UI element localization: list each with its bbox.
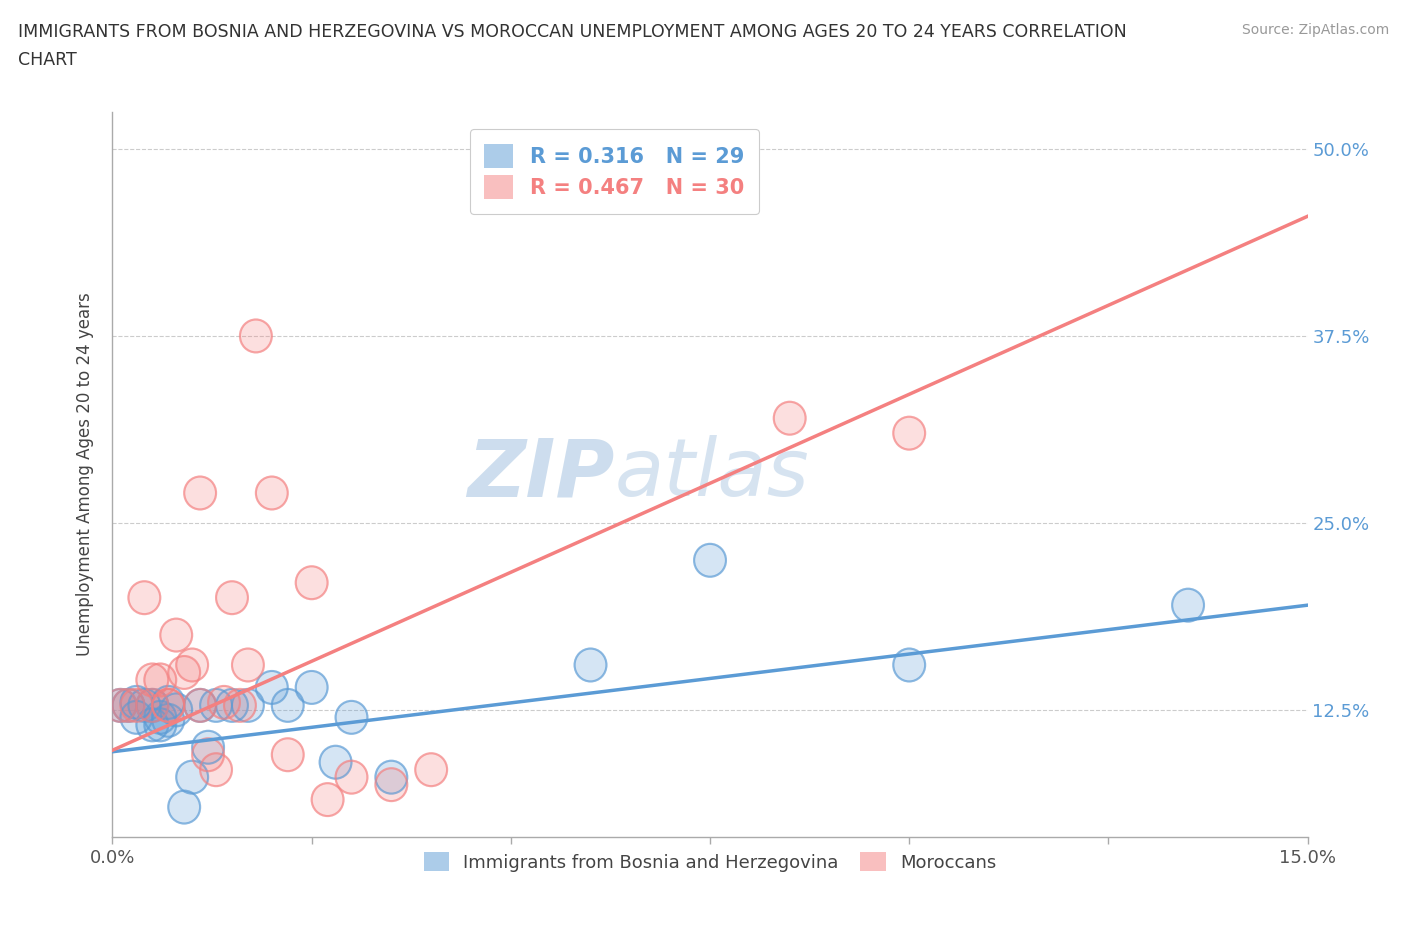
Ellipse shape <box>104 689 136 722</box>
Ellipse shape <box>232 648 264 682</box>
Ellipse shape <box>200 753 232 786</box>
Ellipse shape <box>176 648 208 682</box>
Ellipse shape <box>145 709 176 741</box>
Ellipse shape <box>184 689 217 722</box>
Ellipse shape <box>145 701 176 734</box>
Ellipse shape <box>295 671 328 704</box>
Ellipse shape <box>773 402 806 434</box>
Ellipse shape <box>893 417 925 449</box>
Ellipse shape <box>184 689 217 722</box>
Ellipse shape <box>217 581 247 614</box>
Ellipse shape <box>121 701 152 734</box>
Ellipse shape <box>271 689 304 722</box>
Text: Source: ZipAtlas.com: Source: ZipAtlas.com <box>1241 23 1389 37</box>
Ellipse shape <box>256 671 288 704</box>
Ellipse shape <box>128 581 160 614</box>
Ellipse shape <box>121 689 152 722</box>
Ellipse shape <box>319 746 352 778</box>
Ellipse shape <box>200 689 232 722</box>
Ellipse shape <box>336 761 367 793</box>
Ellipse shape <box>240 320 271 352</box>
Ellipse shape <box>145 663 176 697</box>
Ellipse shape <box>169 790 200 824</box>
Ellipse shape <box>375 768 408 801</box>
Ellipse shape <box>224 689 256 722</box>
Ellipse shape <box>232 689 264 722</box>
Ellipse shape <box>112 689 145 722</box>
Ellipse shape <box>112 689 145 722</box>
Ellipse shape <box>208 686 240 719</box>
Ellipse shape <box>136 689 169 722</box>
Ellipse shape <box>312 783 343 816</box>
Ellipse shape <box>136 709 169 741</box>
Ellipse shape <box>575 648 606 682</box>
Ellipse shape <box>295 566 328 599</box>
Ellipse shape <box>695 544 725 577</box>
Text: IMMIGRANTS FROM BOSNIA AND HERZEGOVINA VS MOROCCAN UNEMPLOYMENT AMONG AGES 20 TO: IMMIGRANTS FROM BOSNIA AND HERZEGOVINA V… <box>18 23 1128 41</box>
Ellipse shape <box>176 761 208 793</box>
Text: ZIP: ZIP <box>467 435 614 513</box>
Ellipse shape <box>415 753 447 786</box>
Ellipse shape <box>169 656 200 689</box>
Ellipse shape <box>136 689 169 722</box>
Ellipse shape <box>271 738 304 771</box>
Ellipse shape <box>1173 589 1204 621</box>
Ellipse shape <box>184 476 217 510</box>
Ellipse shape <box>121 686 152 719</box>
Ellipse shape <box>152 704 184 737</box>
Ellipse shape <box>893 648 925 682</box>
Ellipse shape <box>152 689 184 722</box>
Ellipse shape <box>256 476 288 510</box>
Ellipse shape <box>136 663 169 697</box>
Ellipse shape <box>128 689 160 722</box>
Ellipse shape <box>193 738 224 771</box>
Y-axis label: Unemployment Among Ages 20 to 24 years: Unemployment Among Ages 20 to 24 years <box>76 292 94 657</box>
Ellipse shape <box>193 731 224 764</box>
Ellipse shape <box>160 618 193 652</box>
Ellipse shape <box>375 761 408 793</box>
Ellipse shape <box>336 701 367 734</box>
Ellipse shape <box>152 686 184 719</box>
Text: CHART: CHART <box>18 51 77 69</box>
Ellipse shape <box>152 689 184 722</box>
Ellipse shape <box>217 689 247 722</box>
Ellipse shape <box>160 694 193 726</box>
Legend: Immigrants from Bosnia and Herzegovina, Moroccans: Immigrants from Bosnia and Herzegovina, … <box>416 845 1004 879</box>
Ellipse shape <box>104 689 136 722</box>
Text: atlas: atlas <box>614 435 810 513</box>
